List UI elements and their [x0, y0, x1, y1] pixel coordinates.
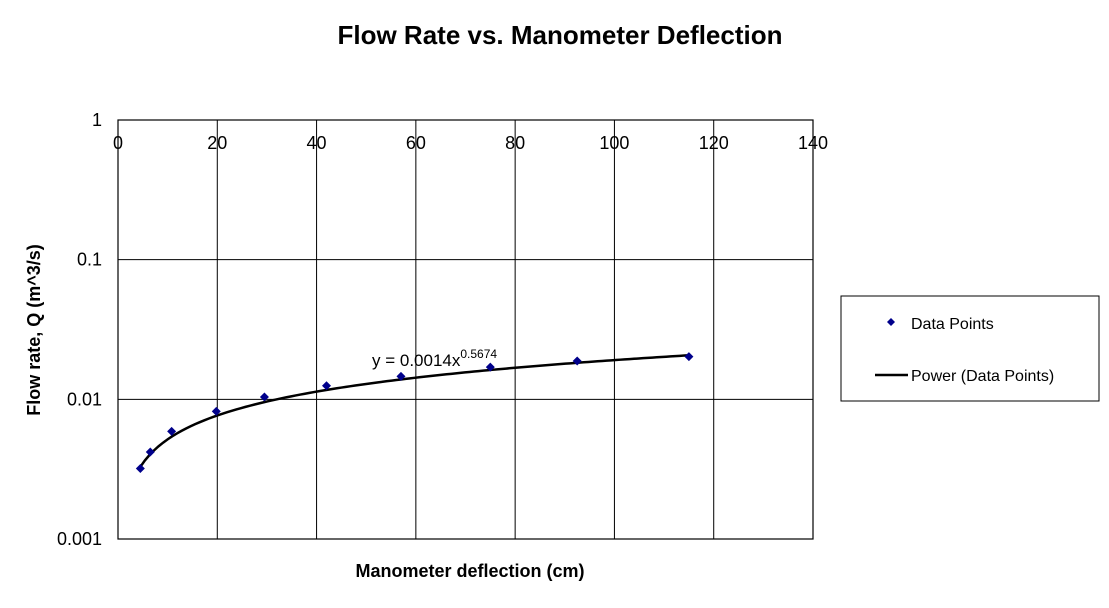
chart-title: Flow Rate vs. Manometer Deflection — [338, 20, 783, 50]
data-points — [135, 352, 694, 473]
x-tick-labels: 0 20 40 60 80 100 120 140 — [113, 133, 828, 153]
x-tick-label: 60 — [406, 133, 426, 153]
trendline-equation: y = 0.0014x0.5674 — [372, 347, 497, 370]
legend-label-data-points: Data Points — [911, 316, 994, 333]
y-tick-label: 1 — [92, 110, 102, 130]
legend-label-trendline: Power (Data Points) — [911, 368, 1054, 385]
x-tick-label: 0 — [113, 133, 123, 153]
data-point — [485, 362, 495, 372]
x-tick-label: 120 — [699, 133, 729, 153]
x-tick-label: 20 — [207, 133, 227, 153]
data-point — [167, 426, 177, 436]
x-tick-label: 140 — [798, 133, 828, 153]
data-point — [684, 352, 694, 362]
trendline-equation-exponent: 0.5674 — [460, 347, 497, 361]
legend-box — [840, 295, 1100, 402]
x-tick-label: 100 — [599, 133, 629, 153]
y-axis-title: Flow rate, Q (m^3/s) — [24, 244, 44, 416]
x-tick-label: 80 — [505, 133, 525, 153]
power-trendline — [139, 354, 689, 468]
legend: Data Points Power (Data Points) — [840, 295, 1100, 402]
y-tick-label: 0.1 — [77, 250, 102, 270]
data-point — [259, 392, 269, 402]
trendline-equation-prefix: y = 0.0014x — [372, 351, 461, 370]
x-tick-label: 40 — [307, 133, 327, 153]
y-tick-label: 0.01 — [67, 389, 102, 409]
legend-marker-data-points — [887, 318, 895, 326]
data-point — [145, 447, 155, 457]
plot-area — [117, 119, 814, 540]
data-point — [572, 356, 582, 366]
data-point — [322, 381, 331, 391]
data-point — [135, 463, 145, 473]
y-tick-labels: 1 0.1 0.01 0.001 — [57, 110, 102, 549]
x-axis-title: Manometer deflection (cm) — [355, 561, 584, 581]
data-point — [396, 371, 406, 381]
data-point — [211, 406, 221, 416]
grid — [117, 119, 814, 540]
y-tick-label: 0.001 — [57, 529, 102, 549]
